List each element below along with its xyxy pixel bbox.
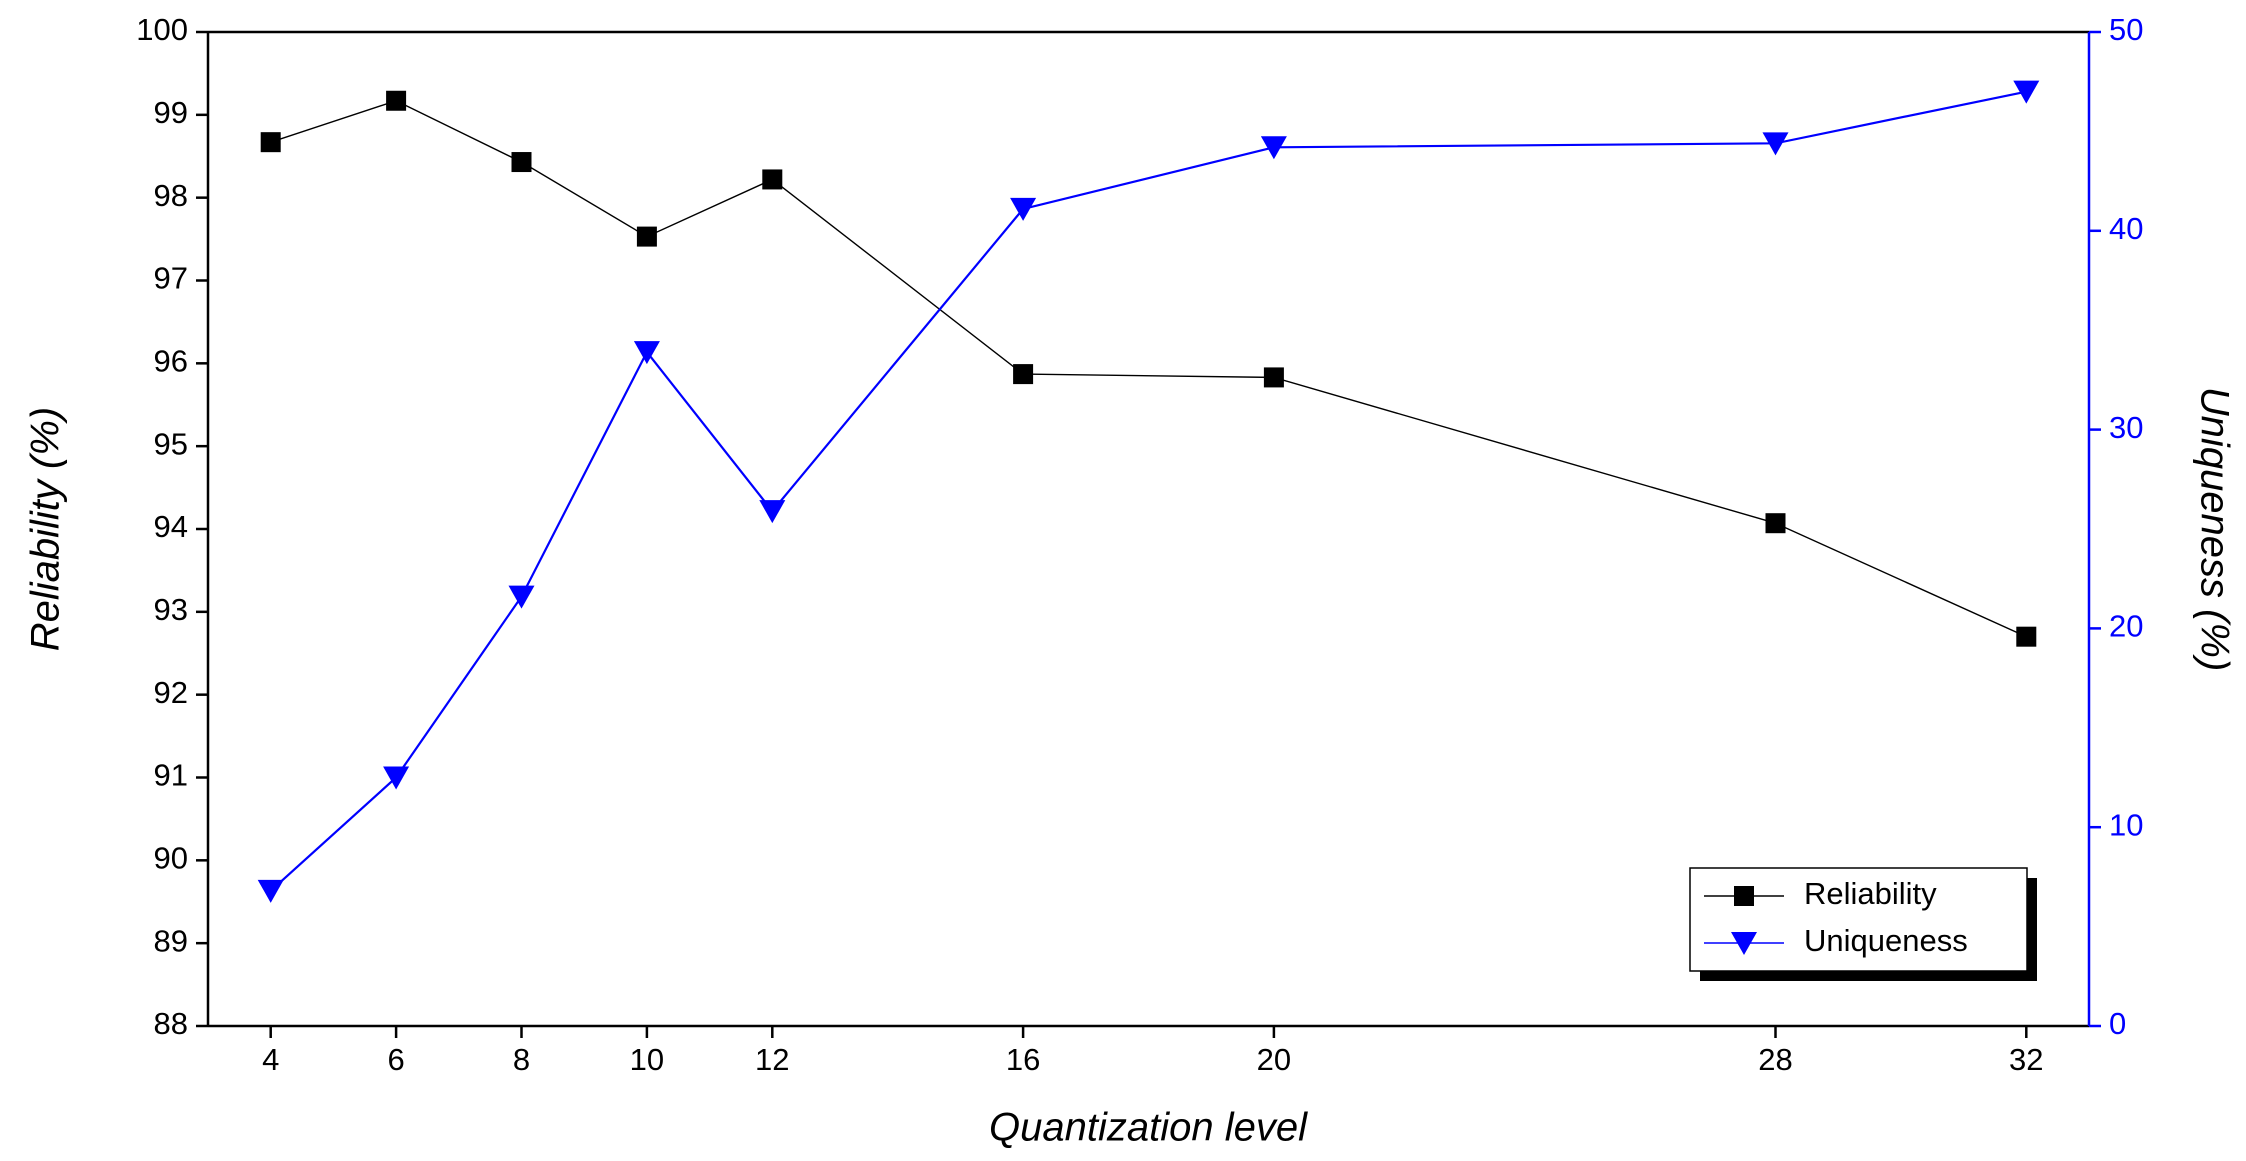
data-point bbox=[1765, 513, 1786, 534]
legend-marker bbox=[1731, 932, 1757, 955]
data-point bbox=[2013, 80, 2040, 104]
data-point bbox=[1263, 367, 1284, 388]
legend-label: Reliability bbox=[1804, 876, 1937, 911]
data-point bbox=[636, 226, 657, 247]
series-line bbox=[269, 90, 2027, 892]
data-point bbox=[386, 90, 407, 111]
y-tick-label: 88 bbox=[154, 1006, 188, 1041]
data-point bbox=[1013, 364, 1034, 385]
y-tick-label: 100 bbox=[136, 12, 188, 47]
series-line bbox=[270, 99, 2027, 638]
y-tick-label: 96 bbox=[154, 344, 188, 379]
data-point bbox=[511, 152, 532, 173]
y2-tick-label: 20 bbox=[2109, 609, 2143, 644]
y-tick-label: 90 bbox=[154, 841, 188, 876]
x-tick-label: 10 bbox=[630, 1042, 664, 1077]
y-tick-label: 92 bbox=[154, 675, 188, 710]
y-tick-label: 99 bbox=[154, 95, 188, 130]
y2-tick-label: 50 bbox=[2109, 12, 2143, 47]
data-point bbox=[508, 585, 535, 609]
x-tick-label: 32 bbox=[2009, 1042, 2043, 1077]
y2-tick-label: 10 bbox=[2109, 807, 2143, 842]
data-point bbox=[260, 132, 281, 153]
data-point bbox=[633, 341, 660, 365]
legend bbox=[1689, 867, 2028, 972]
data-point bbox=[762, 169, 783, 190]
data-point bbox=[257, 879, 284, 903]
x-tick-label: 4 bbox=[262, 1042, 279, 1077]
x-tick-label: 8 bbox=[513, 1042, 530, 1077]
data-point bbox=[759, 500, 786, 524]
y-tick-label: 94 bbox=[154, 509, 188, 544]
y-tick-label: 93 bbox=[154, 592, 188, 627]
data-point bbox=[1010, 197, 1037, 221]
x-tick-label: 12 bbox=[755, 1042, 789, 1077]
x-tick-label: 6 bbox=[387, 1042, 404, 1077]
data-point bbox=[383, 766, 410, 790]
data-point bbox=[1762, 132, 1789, 156]
y2-tick-label: 30 bbox=[2109, 410, 2143, 445]
y-tick-label: 89 bbox=[154, 923, 188, 958]
legend-label: Uniqueness bbox=[1804, 923, 1968, 958]
x-tick-label: 28 bbox=[1758, 1042, 1792, 1077]
data-point bbox=[2016, 626, 2037, 647]
x-axis-title: Quantization level bbox=[989, 1106, 1308, 1150]
x-tick-label: 20 bbox=[1257, 1042, 1291, 1077]
y-tick-label: 97 bbox=[154, 261, 188, 296]
y-tick-label: 91 bbox=[154, 758, 188, 793]
y-tick-label: 98 bbox=[154, 178, 188, 213]
data-point bbox=[1260, 136, 1287, 160]
y-axis-title: Reliability (%) bbox=[24, 407, 68, 652]
y2-tick-label: 40 bbox=[2109, 211, 2143, 246]
legend-marker bbox=[1734, 886, 1754, 906]
y-tick-label: 95 bbox=[154, 426, 188, 461]
x-tick-label: 16 bbox=[1006, 1042, 1040, 1077]
y2-axis-title: Uniqueness (%) bbox=[2192, 387, 2236, 672]
y2-tick-label: 0 bbox=[2109, 1006, 2126, 1041]
